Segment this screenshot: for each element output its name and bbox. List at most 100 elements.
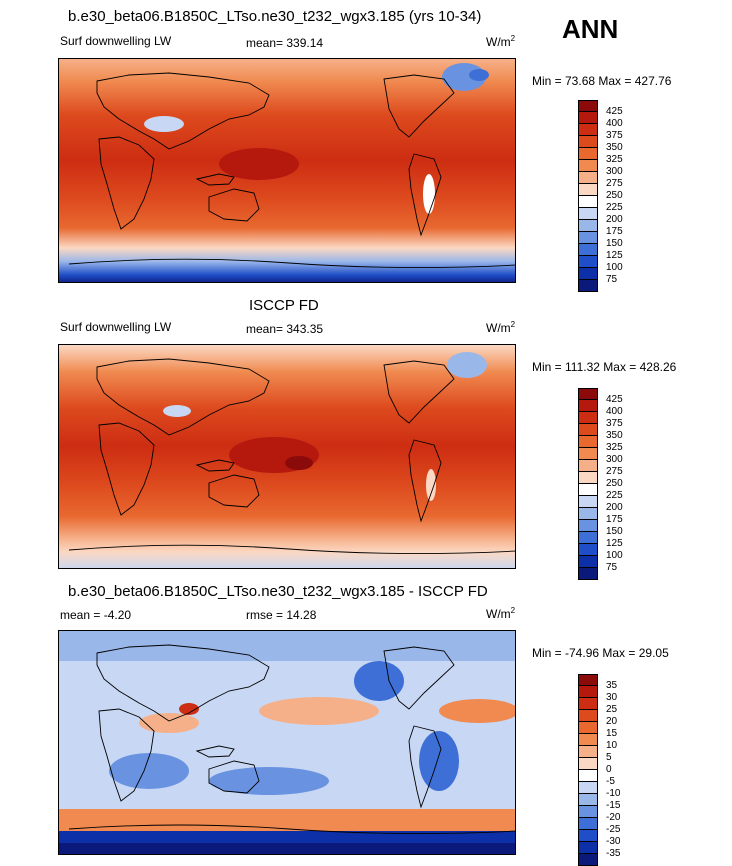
colorbar-cell (578, 136, 598, 148)
colorbar-cell (578, 100, 598, 112)
colorbar-cell (578, 806, 598, 818)
panel3-colorbar (578, 674, 598, 866)
colorbar-cell (578, 400, 598, 412)
colorbar-tick-label: 350 (606, 430, 623, 441)
colorbar-tick-label: 300 (606, 454, 623, 465)
colorbar-cell (578, 436, 598, 448)
colorbar-tick-label: 35 (606, 680, 618, 691)
colorbar-cell (578, 758, 598, 770)
panel1-title: b.e30_beta06.B1850C_LTso.ne30_t232_wgx3.… (68, 8, 482, 25)
colorbar-cell (578, 220, 598, 232)
panel1-mean-label: mean= 339.14 (246, 36, 324, 50)
colorbar-cell (578, 412, 598, 424)
panel1-map (58, 58, 516, 283)
colorbar-cell (578, 508, 598, 520)
panel3-mean-label: mean = -4.20 (60, 608, 132, 622)
colorbar-cell (578, 388, 598, 400)
colorbar-tick-label: 325 (606, 154, 623, 165)
colorbar-tick-label: 15 (606, 728, 618, 739)
colorbar-cell (578, 854, 598, 866)
colorbar-tick-label: 150 (606, 526, 623, 537)
colorbar-tick-label: 275 (606, 178, 623, 189)
colorbar-tick-label: -25 (606, 824, 621, 835)
colorbar-cell (578, 280, 598, 292)
colorbar-tick-label: 375 (606, 130, 623, 141)
colorbar-cell (578, 496, 598, 508)
colorbar-cell (578, 674, 598, 686)
panel1-coastlines (68, 72, 515, 269)
colorbar-cell (578, 818, 598, 830)
colorbar-cell (578, 448, 598, 460)
colorbar-tick-label: 375 (606, 418, 623, 429)
panel3-coastlines (68, 644, 515, 835)
colorbar-tick-label: -30 (606, 836, 621, 847)
colorbar-tick-label: 250 (606, 190, 623, 201)
panel2-mean-label: mean= 343.35 (246, 322, 324, 336)
colorbar-cell (578, 124, 598, 136)
panel2-variable-label: Surf downwelling LW (60, 320, 172, 334)
colorbar-tick-label: 100 (606, 262, 623, 273)
panel2-title: ISCCP FD (249, 297, 319, 314)
colorbar-cell (578, 256, 598, 268)
colorbar-cell (578, 734, 598, 746)
colorbar-tick-label: 200 (606, 502, 623, 513)
colorbar-cell (578, 268, 598, 280)
colorbar-cell (578, 710, 598, 722)
colorbar-cell (578, 794, 598, 806)
colorbar-cell (578, 148, 598, 160)
colorbar-tick-label: 25 (606, 704, 618, 715)
colorbar-tick-label: 175 (606, 226, 623, 237)
colorbar-tick-label: 75 (606, 274, 618, 285)
colorbar-cell (578, 830, 598, 842)
panel1-units: W/m2 (486, 34, 516, 49)
colorbar-cell (578, 722, 598, 734)
colorbar-cell (578, 532, 598, 544)
colorbar-tick-label: 225 (606, 490, 623, 501)
colorbar-tick-label: 75 (606, 562, 618, 573)
colorbar-tick-label: -10 (606, 788, 621, 799)
colorbar-cell (578, 484, 598, 496)
panel3-map (58, 630, 516, 855)
colorbar-cell (578, 842, 598, 854)
colorbar-cell (578, 244, 598, 256)
panel1-colorbar (578, 100, 598, 292)
panel1-minmax: Min = 73.68 Max = 427.76 (532, 74, 672, 88)
colorbar-tick-label: 400 (606, 118, 623, 129)
panel2-map (58, 344, 516, 569)
colorbar-cell (578, 770, 598, 782)
colorbar-cell (578, 782, 598, 794)
colorbar-cell (578, 424, 598, 436)
colorbar-cell (578, 746, 598, 758)
colorbar-tick-label: 20 (606, 716, 618, 727)
colorbar-tick-label: 175 (606, 514, 623, 525)
colorbar-cell (578, 568, 598, 580)
colorbar-cell (578, 520, 598, 532)
colorbar-cell (578, 112, 598, 124)
panel3-title: b.e30_beta06.B1850C_LTso.ne30_t232_wgx3.… (68, 583, 488, 600)
panel3-units: W/m2 (486, 606, 516, 621)
colorbar-cell (578, 472, 598, 484)
colorbar-cell (578, 698, 598, 710)
panel2-colorbar (578, 388, 598, 580)
colorbar-cell (578, 232, 598, 244)
colorbar-cell (578, 544, 598, 556)
colorbar-cell (578, 172, 598, 184)
colorbar-cell (578, 686, 598, 698)
colorbar-cell (578, 196, 598, 208)
colorbar-tick-label: 325 (606, 442, 623, 453)
colorbar-cell (578, 208, 598, 220)
colorbar-tick-label: -35 (606, 848, 621, 859)
colorbar-tick-label: 425 (606, 394, 623, 405)
colorbar-cell (578, 184, 598, 196)
season-label: ANN (562, 14, 619, 44)
colorbar-tick-label: 250 (606, 478, 623, 489)
colorbar-tick-label: 225 (606, 202, 623, 213)
colorbar-cell (578, 460, 598, 472)
panel3-minmax: Min = -74.96 Max = 29.05 (532, 646, 669, 660)
panel3-rmse-label: rmse = 14.28 (246, 608, 317, 622)
colorbar-tick-label: 300 (606, 166, 623, 177)
colorbar-tick-label: 0 (606, 764, 612, 775)
colorbar-tick-label: 100 (606, 550, 623, 561)
colorbar-tick-label: 400 (606, 406, 623, 417)
colorbar-tick-label: 30 (606, 692, 618, 703)
